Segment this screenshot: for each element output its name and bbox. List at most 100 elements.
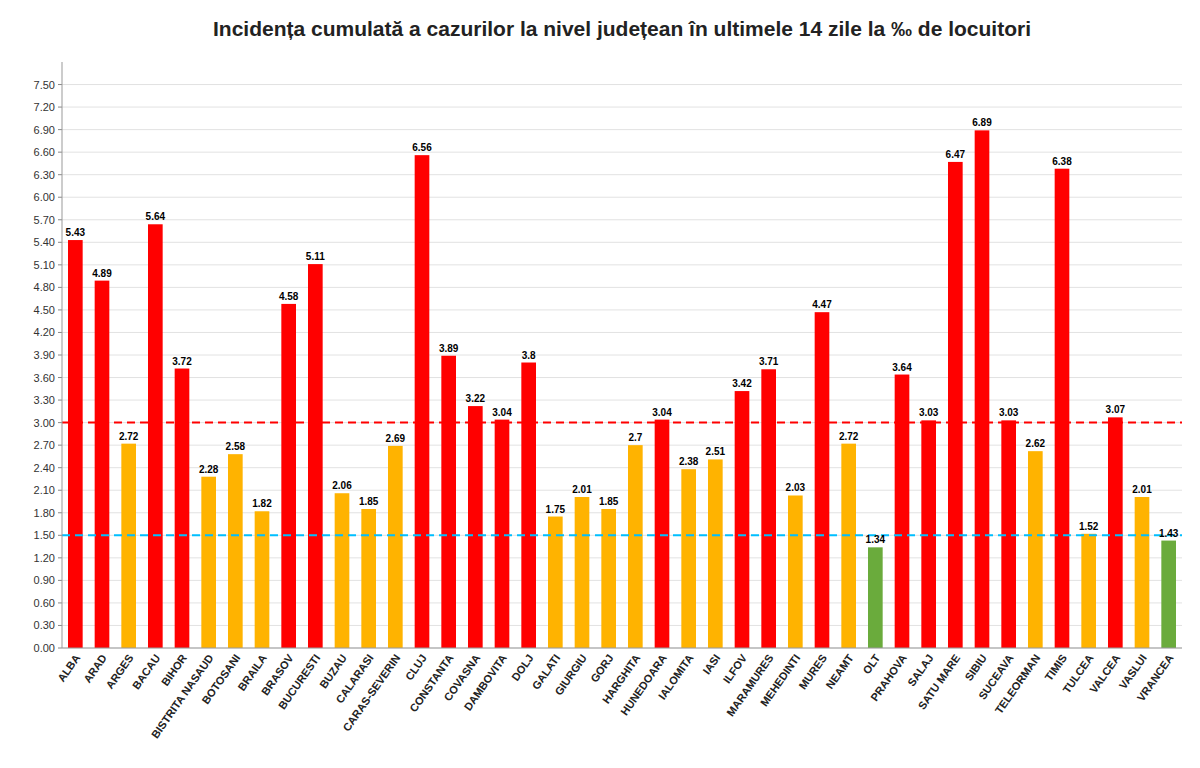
bar [841, 444, 856, 648]
bar [655, 420, 670, 648]
grid-line [62, 377, 1182, 378]
data-label: 3.8 [522, 350, 536, 361]
tick-mark [58, 490, 62, 491]
bar [388, 446, 403, 648]
category-label: VALCEA [1087, 652, 1122, 695]
bar [895, 375, 910, 648]
tick-mark [58, 535, 62, 536]
bar [815, 312, 830, 648]
tick-label: 7.50 [34, 79, 55, 91]
tick-label: 6.30 [34, 169, 55, 181]
grid-line [62, 129, 1182, 130]
data-label: 5.43 [66, 227, 86, 238]
data-label: 3.04 [652, 407, 672, 418]
tick-label: 5.10 [34, 259, 55, 271]
tick-label: 4.80 [34, 281, 55, 293]
data-label: 3.72 [172, 356, 192, 367]
category-label: HUNEDOARA [618, 652, 669, 717]
y-axis: 0.000.300.600.901.201.501.802.102.402.70… [34, 79, 1182, 654]
tick-mark [58, 264, 62, 265]
tick-label: 4.20 [34, 326, 55, 338]
data-label: 2.62 [1026, 438, 1046, 449]
category-label: CONSTANTA [407, 652, 456, 714]
grid-line [62, 400, 1182, 401]
tick-mark [58, 355, 62, 356]
bar [1028, 451, 1043, 648]
bar [761, 369, 776, 648]
bar [735, 391, 750, 648]
bar [1081, 534, 1096, 648]
tick-mark [58, 400, 62, 401]
data-label: 4.47 [812, 299, 832, 310]
bar [495, 420, 510, 648]
data-label: 5.64 [146, 211, 166, 222]
category-label: SATU MARE [915, 652, 962, 712]
tick-mark [58, 287, 62, 288]
bar [255, 511, 270, 648]
tick-label: 0.90 [34, 574, 55, 586]
tick-label: 1.80 [34, 507, 55, 519]
bar [175, 369, 190, 648]
tick-mark [58, 580, 62, 581]
data-label: 1.82 [252, 498, 272, 509]
tick-label: 0.30 [34, 619, 55, 631]
tick-label: 2.40 [34, 462, 55, 474]
plot-area [62, 130, 1182, 648]
tick-label: 0.00 [34, 642, 55, 654]
grid-line [62, 197, 1182, 198]
bar [1055, 169, 1070, 648]
tick-mark [58, 422, 62, 423]
x-axis: ALBAARADARGESBACAUBIHORBISTRITA NASAUDBO… [55, 651, 1176, 740]
data-label: 3.04 [492, 407, 512, 418]
data-label: 1.85 [359, 496, 379, 507]
bar [121, 444, 136, 648]
grid-line [62, 332, 1182, 333]
bar [1161, 541, 1176, 648]
grid-line [62, 152, 1182, 153]
tick-label: 3.00 [34, 417, 55, 429]
category-label: TIMIS [1042, 652, 1069, 683]
tick-mark [58, 332, 62, 333]
bar [1108, 417, 1123, 648]
data-label: 3.71 [759, 356, 779, 367]
tick-mark [58, 152, 62, 153]
chart: Incidența cumulată a cazurilor la nivel … [0, 0, 1200, 768]
data-label: 1.52 [1079, 521, 1099, 532]
data-label: 3.42 [732, 378, 752, 389]
bar [628, 445, 643, 648]
data-label: 2.01 [572, 484, 592, 495]
data-label: 4.89 [92, 268, 112, 279]
data-label: 6.89 [972, 117, 992, 128]
tick-mark [58, 648, 62, 649]
category-label: SIBIU [962, 652, 989, 683]
grid-line [62, 264, 1182, 265]
data-label: 1.75 [546, 504, 566, 515]
reference-line [62, 422, 1182, 424]
tick-label: 6.00 [34, 191, 55, 203]
data-label: 2.06 [332, 480, 352, 491]
grid-line [62, 107, 1182, 108]
data-label: 3.22 [466, 393, 486, 404]
category-label: OLT [860, 652, 882, 676]
category-label: DOLJ [509, 652, 536, 683]
bar [575, 497, 590, 648]
bar [148, 224, 163, 648]
tick-mark [58, 219, 62, 220]
category-label: MARAMURES [724, 652, 776, 718]
tick-label: 7.20 [34, 101, 55, 113]
category-label: PRAHOVA [868, 652, 909, 703]
data-label: 3.03 [999, 407, 1019, 418]
bar [601, 509, 616, 648]
category-label: TELEORMAN [993, 652, 1043, 716]
grid-line [62, 174, 1182, 175]
data-label: 2.28 [199, 464, 219, 475]
tick-mark [58, 309, 62, 310]
data-labels: 5.434.892.725.643.722.282.581.824.585.11… [66, 117, 1179, 545]
tick-label: 2.70 [34, 439, 55, 451]
tick-mark [58, 602, 62, 603]
bar [948, 162, 963, 648]
data-label: 2.72 [119, 431, 139, 442]
data-label: 3.03 [919, 407, 939, 418]
data-label: 1.34 [866, 534, 886, 545]
x-axis-line [62, 648, 1182, 649]
